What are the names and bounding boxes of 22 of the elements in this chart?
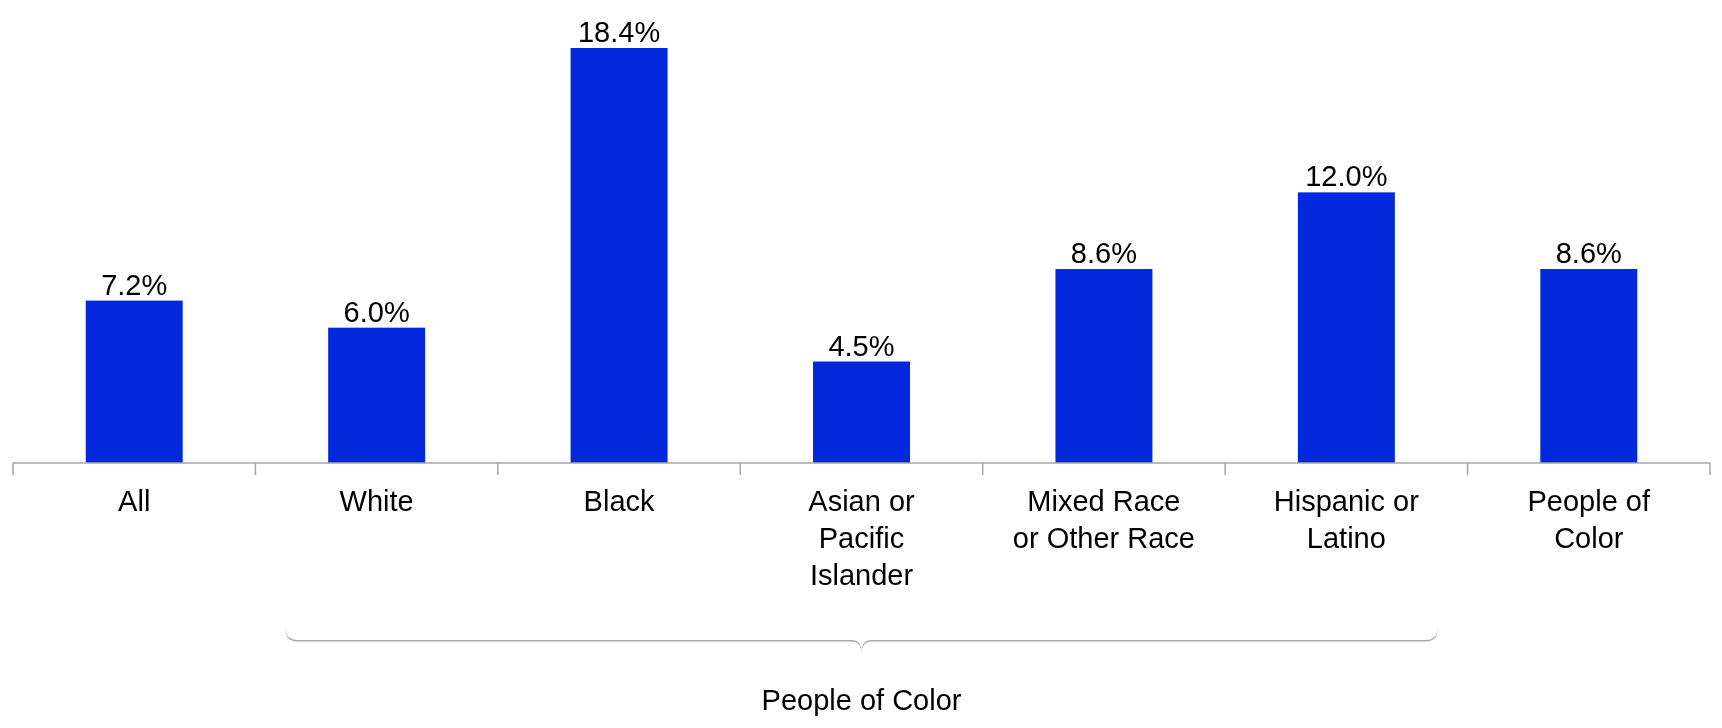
- data-label: 7.2%: [101, 268, 168, 301]
- data-label: 8.6%: [1555, 237, 1622, 270]
- x-tick-label: Black: [583, 485, 656, 517]
- x-tick-label: People of Color: [1527, 485, 1651, 554]
- text: People of Color: [761, 684, 962, 716]
- bar: [570, 48, 668, 463]
- x-tick-label: White: [339, 485, 414, 517]
- x-tick-label: All: [118, 485, 151, 517]
- bar: [1297, 192, 1395, 463]
- bar: [1055, 269, 1153, 463]
- data-label: 8.6%: [1070, 237, 1137, 270]
- data-label: 18.4%: [577, 16, 661, 48]
- x-tick-label: Mixed Race or Other Race: [1012, 485, 1195, 554]
- data-label: 12.0%: [1305, 160, 1388, 193]
- data-label: 6.0%: [343, 295, 410, 328]
- bar: [85, 300, 183, 463]
- x-tick-label: Hispanic or Latino: [1273, 485, 1420, 554]
- bar: [813, 361, 910, 463]
- bar: [328, 327, 426, 463]
- data-label: 4.5%: [828, 329, 895, 362]
- bar: [1540, 269, 1638, 463]
- x-tick-label: Asian or Pacific Islander: [808, 485, 916, 591]
